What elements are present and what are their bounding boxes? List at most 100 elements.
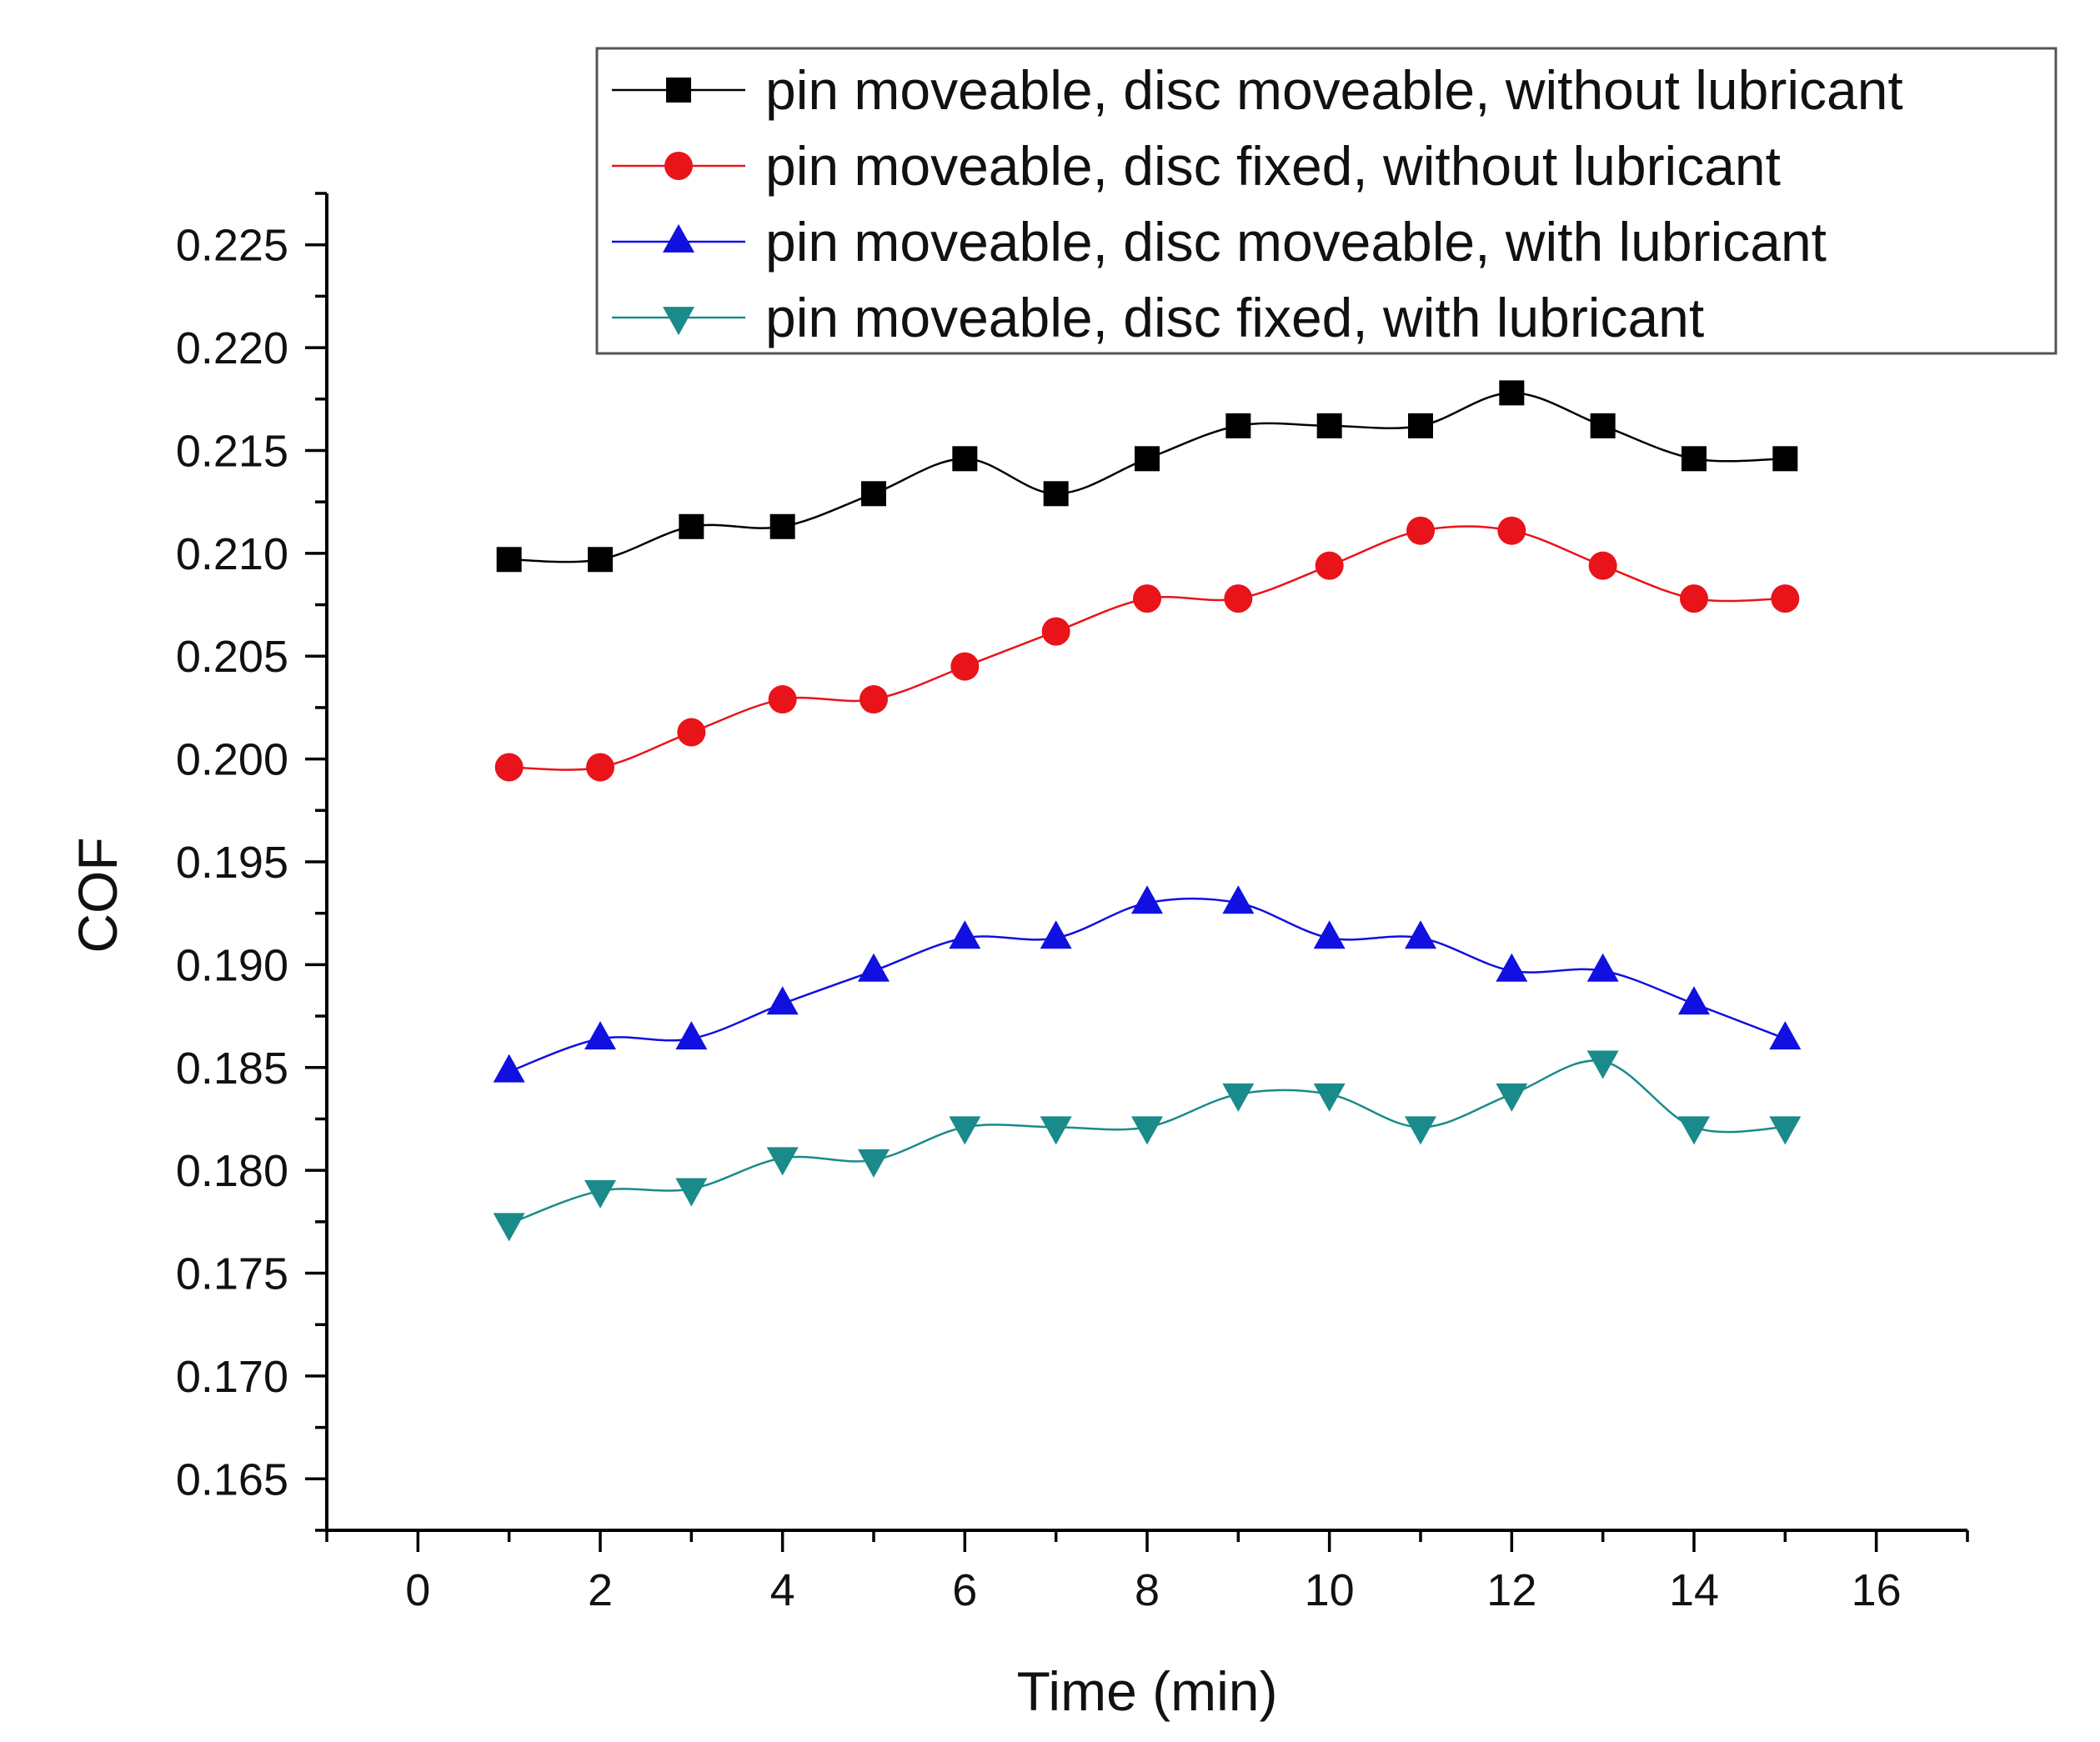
- y-tick-label: 0.175: [176, 1249, 288, 1299]
- data-point: [679, 513, 704, 539]
- y-tick-label: 0.225: [176, 221, 288, 271]
- data-point: [1497, 516, 1526, 545]
- legend-box: [595, 47, 2057, 355]
- data-point: [675, 1021, 708, 1050]
- data-point: [496, 547, 522, 573]
- series-4: [493, 1050, 1802, 1242]
- series-3: [493, 885, 1802, 1083]
- data-point: [1588, 551, 1617, 580]
- data-point: [677, 718, 706, 747]
- data-point: [1133, 584, 1161, 613]
- legend-label: pin moveable, disc fixed, with lubricant: [765, 287, 1704, 348]
- data-point: [1316, 413, 1342, 438]
- y-tick-label: 0.205: [176, 632, 288, 682]
- data-point: [1678, 986, 1710, 1015]
- plot-series: [493, 380, 1802, 1242]
- data-point: [1405, 1116, 1436, 1145]
- series-1: [496, 380, 1798, 573]
- data-point: [1135, 446, 1160, 472]
- data-point: [1225, 413, 1251, 438]
- data-point: [1131, 885, 1163, 914]
- y-tick-label: 0.195: [176, 838, 288, 888]
- legend-marker: [663, 307, 694, 336]
- data-point: [858, 953, 890, 982]
- legend-item: pin moveable, disc fixed, without lubric…: [612, 135, 1781, 197]
- x-tick-label: 6: [952, 1565, 977, 1615]
- x-tick-label: 2: [588, 1565, 613, 1615]
- x-tick-label: 8: [1135, 1565, 1160, 1615]
- data-point: [494, 753, 524, 782]
- legend: pin moveable, disc moveable, without lub…: [595, 47, 2057, 355]
- data-point: [860, 685, 888, 714]
- data-point: [1769, 1021, 1802, 1050]
- y-tick-label: 0.200: [176, 735, 288, 785]
- legend-item: pin moveable, disc moveable, without lub…: [612, 59, 1903, 121]
- y-tick-label: 0.215: [176, 426, 288, 476]
- legend-item: pin moveable, disc fixed, with lubricant: [612, 287, 1704, 348]
- data-point: [1313, 920, 1346, 949]
- data-point: [949, 920, 981, 949]
- data-point: [1224, 584, 1253, 613]
- y-tick-label: 0.210: [176, 529, 288, 579]
- y-tick-label: 0.190: [176, 940, 288, 990]
- data-point: [493, 1213, 525, 1242]
- legend-label: pin moveable, disc moveable, with lubric…: [765, 211, 1827, 273]
- legend-marker: [666, 78, 691, 103]
- y-tick-label: 0.220: [176, 323, 288, 373]
- x-tick-label: 14: [1669, 1565, 1719, 1615]
- data-point: [675, 1178, 708, 1207]
- data-point: [586, 753, 614, 782]
- x-tick-label: 12: [1486, 1565, 1536, 1615]
- data-point: [1680, 584, 1708, 613]
- data-point: [769, 513, 795, 539]
- data-point: [766, 1147, 799, 1176]
- data-point: [1222, 885, 1255, 914]
- data-point: [1678, 1116, 1710, 1145]
- legend-marker: [664, 152, 693, 180]
- data-point: [1040, 1116, 1072, 1145]
- x-tick-label: 4: [770, 1565, 795, 1615]
- x-tick-label: 10: [1305, 1565, 1355, 1615]
- data-point: [1586, 953, 1619, 982]
- data-point: [1772, 446, 1798, 472]
- data-point: [1222, 1083, 1255, 1112]
- axes: 0.165 0.170 0.175 0.180 0.185 0.190 0.195 0.200…: [67, 192, 1969, 1722]
- legend-label: pin moveable, disc moveable, without lub…: [765, 59, 1903, 121]
- data-point: [1406, 516, 1435, 545]
- data-point: [588, 547, 613, 573]
- x-tick-label: 0: [405, 1565, 430, 1615]
- data-point: [1682, 446, 1707, 472]
- legend-marker: [663, 223, 694, 253]
- legend-label: pin moveable, disc fixed, without lubric…: [765, 135, 1781, 197]
- data-point: [1315, 551, 1344, 580]
- y-tick-label: 0.165: [176, 1454, 288, 1504]
- data-point: [950, 652, 980, 681]
- data-point: [1499, 380, 1525, 406]
- data-point: [1040, 920, 1072, 949]
- x-axis-title: Time (min): [1017, 1660, 1278, 1722]
- series-2: [494, 516, 1800, 782]
- data-point: [858, 1149, 890, 1178]
- data-point: [1131, 1116, 1163, 1145]
- data-point: [766, 986, 799, 1015]
- data-point: [493, 1054, 525, 1083]
- data-point: [1496, 953, 1528, 982]
- y-tick-label: 0.170: [176, 1352, 288, 1402]
- data-point: [1043, 481, 1069, 507]
- data-point: [1408, 413, 1433, 438]
- data-point: [1496, 1083, 1528, 1112]
- legend-item: pin moveable, disc moveable, with lubric…: [612, 211, 1827, 273]
- data-point: [1313, 1083, 1346, 1112]
- data-point: [584, 1021, 616, 1050]
- x-tick-label: 16: [1852, 1565, 1902, 1615]
- data-point: [1041, 617, 1070, 646]
- data-point: [1771, 584, 1800, 613]
- y-tick-label: 0.180: [176, 1146, 288, 1196]
- data-point: [1590, 413, 1616, 438]
- y-tick-label: 0.185: [176, 1044, 288, 1094]
- data-point: [768, 685, 797, 714]
- data-point: [1586, 1050, 1619, 1079]
- data-point: [861, 481, 886, 507]
- y-axis-title: COF: [67, 837, 128, 953]
